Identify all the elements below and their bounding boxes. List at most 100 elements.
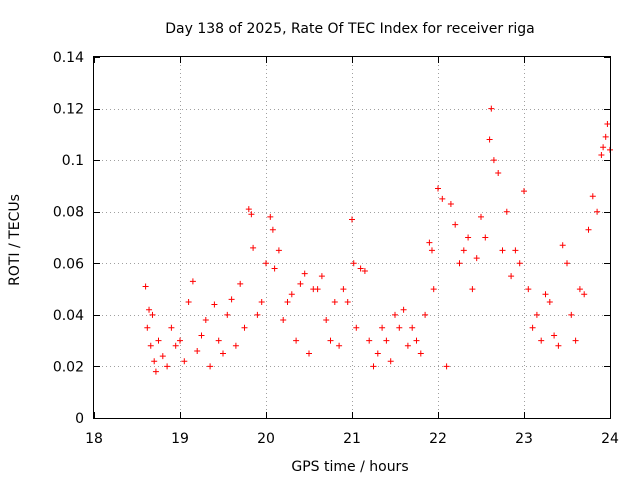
data-point (521, 188, 527, 195)
data-point (413, 337, 420, 344)
y-tick-label: 0.08 (53, 205, 84, 221)
data-point (383, 337, 390, 344)
data-point (297, 280, 304, 287)
data-point (207, 363, 214, 370)
data-point (263, 260, 269, 267)
data-point (568, 311, 575, 318)
data-point (594, 208, 601, 215)
data-point (350, 260, 357, 267)
plot-frame (93, 56, 611, 419)
data-point (151, 358, 158, 365)
data-point (327, 337, 334, 344)
data-point (435, 185, 441, 192)
data-point (604, 121, 611, 128)
data-point (428, 247, 435, 254)
data-point (241, 324, 248, 331)
data-point (430, 286, 437, 293)
data-point (271, 265, 278, 272)
data-point (224, 311, 231, 318)
data-point (439, 195, 446, 202)
data-point (168, 324, 175, 331)
data-point (551, 332, 558, 339)
data-point (546, 298, 553, 305)
data-point (340, 286, 347, 293)
data-point (538, 337, 545, 344)
data-point (301, 270, 308, 277)
data-point (452, 221, 459, 228)
x-tick-label: 21 (343, 431, 361, 447)
data-point (572, 337, 579, 344)
y-tick-label: 0.12 (53, 102, 84, 118)
data-point (232, 342, 239, 349)
data-point (144, 324, 151, 331)
data-point (159, 353, 166, 360)
data-point (245, 206, 252, 213)
data-point (284, 298, 291, 305)
data-point (473, 255, 480, 262)
data-point (529, 324, 536, 331)
data-point (370, 363, 377, 370)
data-point (306, 350, 312, 357)
data-point (142, 283, 149, 290)
data-point (147, 342, 154, 349)
data-point (228, 296, 235, 303)
data-point (465, 234, 472, 241)
data-point (336, 342, 343, 349)
data-point (361, 268, 368, 275)
x-tick-label: 24 (601, 431, 619, 447)
x-tick-label: 23 (515, 431, 533, 447)
x-tick-label: 22 (429, 431, 447, 447)
data-point (488, 105, 495, 112)
data-point (177, 337, 183, 344)
data-point (460, 247, 467, 254)
data-point (600, 144, 607, 151)
data-point (581, 291, 588, 298)
data-point (486, 136, 493, 143)
data-point (314, 286, 321, 293)
x-axis-label: GPS time / hours (291, 459, 408, 475)
data-point (499, 247, 506, 254)
data-point (293, 337, 300, 344)
data-point (331, 298, 338, 305)
chart-title: Day 138 of 2025, Rate Of TEC Index for r… (165, 21, 534, 37)
data-point (490, 157, 497, 164)
axis-ticks (94, 57, 611, 419)
data-point (409, 324, 416, 331)
data-point (598, 151, 605, 158)
data-point (426, 239, 433, 246)
data-point (267, 213, 274, 220)
data-point (248, 211, 255, 218)
data-point (447, 200, 454, 207)
x-tick-label: 20 (257, 431, 275, 447)
data-point (181, 358, 188, 365)
x-tick-labels: 18 19 20 21 22 23 24 (85, 431, 619, 447)
data-point (478, 213, 484, 220)
data-point (211, 301, 218, 308)
x-tick-label: 19 (171, 431, 189, 447)
y-tick-label: 0.06 (53, 256, 84, 272)
grid-lines (94, 57, 610, 418)
data-point (495, 170, 502, 177)
data-point (198, 332, 205, 339)
y-axis-label: ROTI / TECUs (7, 194, 23, 286)
data-point (559, 242, 566, 249)
x-tick-label: 18 (85, 431, 103, 447)
y-tick-label: 0.02 (53, 359, 84, 375)
data-point (250, 244, 257, 251)
data-point (254, 311, 261, 318)
data-point (258, 298, 265, 305)
data-point (417, 350, 424, 357)
data-point (533, 311, 540, 318)
data-point (508, 273, 515, 280)
y-tick-label: 0.14 (53, 50, 84, 66)
data-point (387, 358, 394, 365)
data-point (516, 260, 523, 267)
data-point (555, 342, 562, 349)
data-point (194, 347, 201, 354)
data-point (456, 260, 463, 267)
data-point (288, 291, 295, 298)
data-point (542, 291, 549, 298)
data-point (602, 133, 609, 140)
data-point (374, 350, 381, 357)
data-point (585, 226, 592, 233)
